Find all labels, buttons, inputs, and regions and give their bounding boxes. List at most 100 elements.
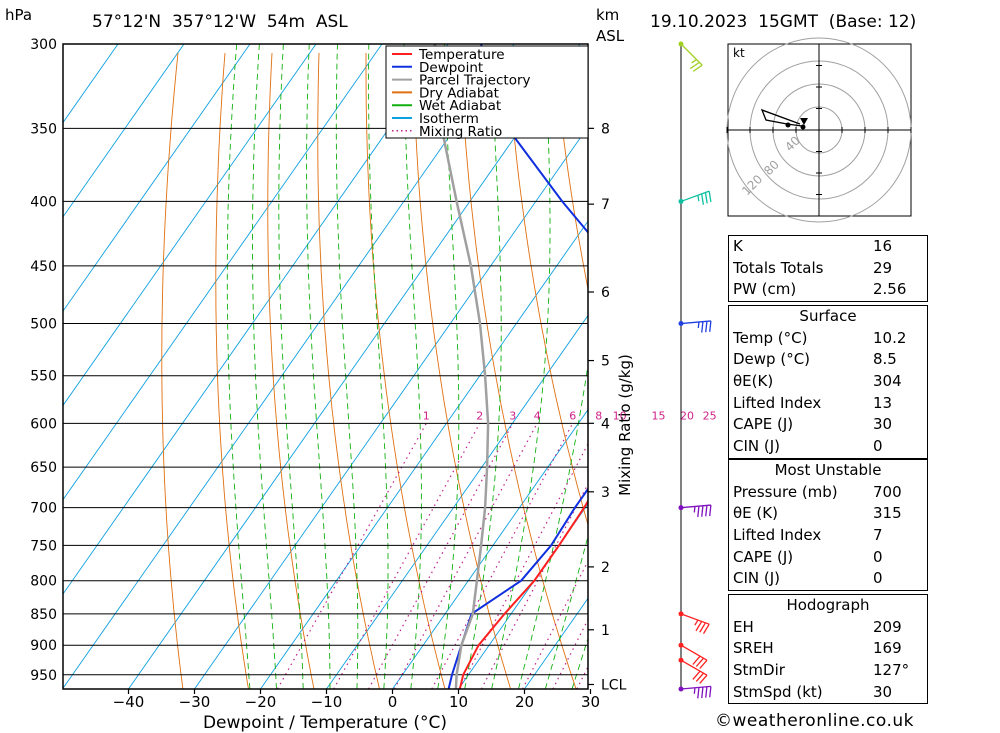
wind-barb-flag: [704, 192, 708, 204]
wet-adiabat-line: [335, 44, 359, 689]
isotherm-line: [63, 44, 317, 407]
wind-barb-half-flag: [697, 321, 700, 329]
table-row: Temp (°C) 10.2: [729, 328, 927, 350]
row-value: 315: [873, 504, 902, 523]
mixing-ratio-tick-label: 10: [613, 409, 627, 422]
wind-barb-flag: [699, 622, 706, 633]
wind-barb-shaft: [680, 659, 708, 676]
row-label: Dewp (°C): [733, 350, 811, 369]
wind-barb-flag: [701, 193, 705, 205]
wind-barb-flag: [699, 659, 708, 669]
wind-barb-flag: [701, 687, 704, 699]
x-axis-label: Dewpoint / Temperature (°C): [203, 713, 447, 733]
wind-barb-shaft: [680, 613, 710, 625]
wind-barb-flag: [709, 686, 712, 698]
table-row: Lifted Index 7: [729, 525, 927, 547]
table-row: CAPE (J) 0: [729, 547, 927, 569]
km-tick-label: LCL: [601, 677, 627, 693]
row-label: CAPE (J): [733, 415, 794, 434]
km-tick-label: 4: [601, 416, 610, 432]
wind-barb-flag: [705, 686, 708, 698]
isotherm-line: [392, 408, 588, 689]
wind-barb-flag: [705, 505, 708, 517]
row-label: CAPE (J): [733, 547, 794, 566]
wet-adiabat-line: [368, 44, 389, 689]
row-value: 13: [873, 393, 893, 412]
temperature-tick-label: 0: [388, 693, 398, 711]
profiles: [433, 44, 588, 689]
row-value: 700: [873, 482, 902, 501]
temperature-tick-label: 30: [581, 693, 600, 711]
plot-frame: [62, 43, 589, 690]
dry-adiabat-line: [267, 52, 315, 689]
mixing-ratio-tick-label: 6: [569, 409, 576, 422]
wind-barb-shaft: [680, 43, 703, 66]
wind-barb-shaft: [680, 504, 711, 509]
mixing-ratio-tick-label: 3: [509, 409, 516, 422]
datetime-title: 19.10.2023 15GMT (Base: 12): [650, 12, 916, 32]
km-tick-label: 1: [601, 623, 610, 639]
location-title: 57°12'N 357°12'W 54m ASL: [92, 12, 348, 32]
dry-adiabat-line: [161, 52, 184, 689]
isotherm-line: [63, 44, 449, 595]
mixing-ratio-tick-label: 2: [476, 409, 483, 422]
row-label: Temp (°C): [733, 328, 808, 347]
wet-adiabat-line: [403, 44, 422, 689]
isotherm-line: [194, 126, 588, 689]
km-tick-label: 2: [601, 560, 610, 576]
pressure-tick-label: 800: [30, 574, 57, 590]
row-label: CIN (J): [733, 569, 781, 588]
temperature-tick-label: 20: [515, 693, 534, 711]
dry-adiabat-line: [412, 52, 512, 689]
wind-barb-flag: [692, 64, 703, 72]
isotherm-line: [63, 44, 119, 124]
row-label: Pressure (mb): [733, 482, 838, 501]
row-label: StmSpd (kt): [733, 682, 823, 701]
mixing-ratio-line: [576, 665, 588, 689]
row-value: 304: [873, 372, 902, 391]
row-label: PW (cm): [733, 280, 797, 299]
wind-barb-flag: [697, 506, 700, 518]
mixing-ratio-tick-label: 20: [680, 409, 694, 422]
wind-barb-flag: [692, 655, 701, 665]
table-row: θE(K) 304: [729, 371, 927, 393]
temperature-tick-label: −40: [113, 693, 145, 711]
asl-unit-label: ASL: [596, 27, 625, 45]
temperature-tick-label: −10: [311, 693, 343, 711]
row-value: 0: [873, 547, 883, 566]
wind-barb-shaft: [680, 644, 708, 661]
pressure-unit-label: hPa: [5, 6, 32, 24]
wet-adiabat-line: [464, 44, 502, 689]
legend-entry: Parcel Trajectory: [419, 73, 531, 89]
row-value: 30: [873, 415, 893, 434]
pressure-tick-label: 700: [30, 501, 57, 517]
credit-text: ©weatheronline.co.uk: [715, 711, 915, 731]
wind-barb-flag: [695, 672, 705, 682]
row-value: 8.5: [873, 350, 897, 369]
mixing-ratio-tick-label: 1: [423, 409, 430, 422]
pressure-tick-label: 300: [30, 37, 57, 53]
isotherm-line: [63, 44, 251, 312]
hodograph-point: [800, 124, 806, 130]
table-row: CIN (J) 0: [729, 568, 927, 590]
hodograph-point: [785, 122, 791, 128]
km-tick-label: 3: [601, 485, 610, 501]
pressure-tick-label: 350: [30, 121, 57, 137]
dry-adiabat-line: [977, 53, 1000, 689]
legend-entry: Wet Adiabat: [419, 98, 501, 114]
mixing-ratio-axis-label: Mixing Ratio (g/kg): [616, 354, 634, 496]
wind-barb-flag: [701, 505, 704, 517]
row-value: 10.2: [873, 328, 907, 347]
table-row: PW (cm) 2.56: [729, 279, 927, 301]
wind-barb-flag: [709, 504, 712, 517]
row-value: 16: [873, 237, 893, 255]
mixing-ratio-tick-label: 4: [534, 409, 541, 422]
surface-table: Surface Temp (°C) 10.2 Dewp (°C) 8.5 θE(K) 304…: [728, 305, 928, 459]
wind-barb-flag: [695, 657, 705, 667]
hodograph-trace: [760, 108, 803, 127]
table-row: Dewp (°C) 8.5: [729, 349, 927, 371]
wet-adiabat-line: [226, 44, 251, 689]
wind-barb-flag: [689, 61, 700, 70]
km-tick-label: 6: [601, 285, 610, 301]
